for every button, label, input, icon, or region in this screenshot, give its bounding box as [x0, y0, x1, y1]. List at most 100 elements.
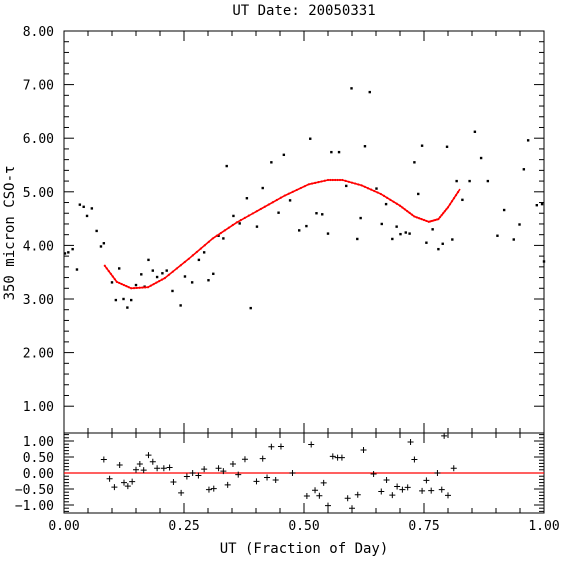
residual-point	[121, 479, 127, 486]
fit-sample	[445, 208, 448, 211]
residual-point	[407, 438, 414, 445]
residual-point	[370, 470, 377, 477]
fit-sample	[403, 208, 406, 211]
y-tick-label: 0.00	[23, 467, 54, 482]
data-point	[321, 213, 324, 216]
residual-point	[224, 481, 231, 488]
residual-point	[106, 475, 113, 482]
fit-sample	[163, 276, 166, 280]
x-axis-title: UT (Fraction of Day)	[220, 541, 389, 557]
data-point	[222, 237, 225, 240]
data-point	[288, 199, 292, 202]
data-point	[479, 156, 483, 160]
fit-sample	[442, 212, 445, 215]
data-point	[217, 234, 220, 237]
y-tick-label: 2.00	[23, 347, 54, 362]
fit-sample	[438, 216, 442, 219]
data-point	[179, 304, 182, 307]
fit-sample	[373, 189, 376, 193]
residual-point	[289, 470, 296, 476]
fit-sample	[275, 198, 278, 202]
data-point	[114, 298, 118, 302]
fit-sample	[320, 180, 323, 183]
fit-sample	[354, 182, 357, 185]
data-point	[126, 306, 129, 309]
residual-point	[394, 483, 401, 490]
data-point	[165, 269, 168, 272]
fit-sample	[446, 206, 450, 209]
fit-sample	[336, 178, 339, 182]
residual-point	[354, 491, 361, 498]
residual-point	[259, 455, 266, 462]
residual-point	[170, 478, 177, 485]
residual-point	[450, 465, 457, 472]
fit-sample	[310, 182, 314, 185]
data-point	[431, 228, 434, 231]
data-point	[207, 279, 210, 282]
fit-sample	[215, 234, 218, 237]
fit-sample	[338, 178, 342, 182]
fit-sample	[132, 287, 136, 290]
data-point	[232, 214, 235, 218]
main-y-tick-labels: 1.00 2.00 3.00 4.00 5.00 6.00 7.00 8.00	[23, 25, 54, 415]
fit-sample	[125, 285, 128, 288]
residual-point	[445, 492, 451, 499]
fit-sample	[259, 207, 262, 211]
data-point	[380, 222, 383, 226]
fit-sample	[175, 267, 178, 270]
y-tick-label: 7.00	[23, 79, 54, 94]
fit-sample	[410, 213, 414, 216]
data-point	[122, 297, 125, 301]
data-point	[486, 179, 490, 183]
fit-sample	[263, 205, 266, 208]
fit-sample	[211, 237, 214, 240]
data-point	[359, 216, 362, 220]
residual-point	[428, 487, 435, 494]
data-point	[277, 211, 280, 214]
residual-point	[411, 456, 418, 463]
residual-point	[133, 466, 139, 473]
residual-point	[210, 485, 217, 492]
data-point	[78, 203, 82, 206]
data-point	[445, 145, 449, 148]
fit-sample	[207, 240, 210, 243]
fit-sample	[425, 219, 428, 223]
fit-sample	[255, 210, 258, 213]
fit-sample	[118, 281, 121, 285]
fit-sample	[203, 244, 206, 247]
data-point	[441, 242, 444, 245]
fit-sample	[141, 286, 144, 289]
residual-point	[329, 453, 336, 460]
chart-title: UT Date: 20050331	[232, 3, 375, 19]
fit-sample	[382, 194, 386, 198]
residual-point	[264, 474, 271, 481]
fit-sample	[251, 212, 254, 215]
data-point	[395, 225, 398, 228]
fit-sample	[195, 250, 198, 254]
y-tick-label: 1.00	[23, 400, 54, 415]
fit-sample	[454, 194, 458, 197]
data-point	[130, 298, 133, 302]
fit-sample	[303, 185, 306, 188]
data-point	[305, 224, 308, 228]
residual-point	[303, 493, 310, 500]
data-point	[337, 150, 341, 154]
fit-sample	[235, 221, 238, 224]
residual-point	[423, 477, 430, 484]
y-tick-label: −1.00	[15, 499, 54, 514]
residual-point	[220, 468, 227, 475]
y-tick-label: 6.00	[23, 132, 54, 147]
fit-sample	[395, 202, 398, 205]
fit-sample	[418, 217, 421, 220]
data-point	[190, 281, 194, 284]
data-point	[502, 208, 506, 212]
data-point	[249, 306, 252, 310]
data-point	[399, 232, 402, 236]
data-point	[451, 238, 454, 241]
fit-sample	[389, 198, 392, 201]
data-point	[161, 272, 164, 275]
residual-point	[316, 492, 323, 499]
residual-point	[268, 443, 275, 450]
fit-sample	[107, 270, 110, 273]
residual-point	[360, 446, 367, 453]
